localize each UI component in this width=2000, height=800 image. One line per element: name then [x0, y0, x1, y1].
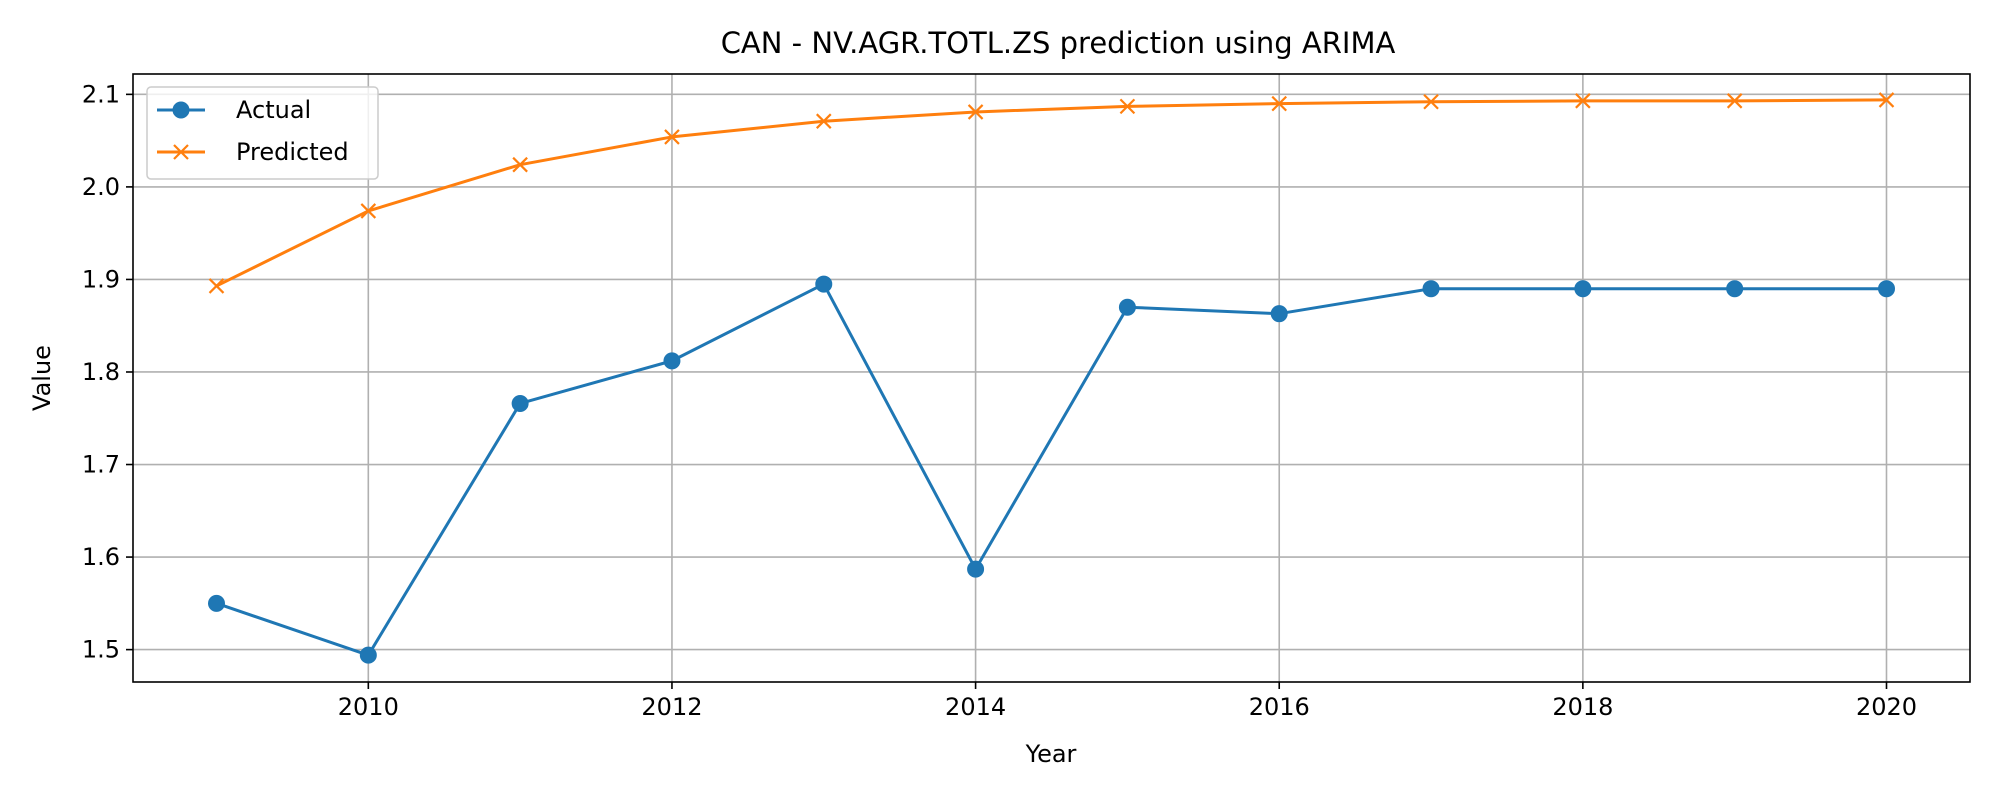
data-point-actual: [511, 394, 529, 412]
x-tick-label: 2010: [338, 693, 399, 721]
data-point-actual: [815, 275, 833, 293]
y-tick-label: 1.8: [82, 358, 120, 386]
legend: Actual Predicted: [146, 86, 379, 180]
data-point-actual: [663, 352, 681, 370]
y-axis: 1.5 1.6 1.7 1.8 1.9 2.0 2.1: [82, 80, 133, 664]
series-actual: [208, 275, 1895, 664]
legend-marker-actual: [172, 101, 190, 119]
plot-area: [208, 92, 1895, 664]
data-point-actual: [1118, 298, 1136, 316]
data-point-actual: [1726, 280, 1744, 298]
plot-frame: [132, 73, 1971, 683]
data-point-predicted: [512, 156, 528, 173]
x-tick-label: 2020: [1856, 693, 1917, 721]
data-point-actual: [1270, 305, 1288, 323]
data-point-predicted: [1271, 95, 1288, 112]
legend-label-actual: Actual: [236, 96, 311, 124]
data-point-predicted: [1726, 93, 1743, 109]
data-point-actual: [359, 646, 377, 664]
y-tick-label: 1.5: [82, 636, 120, 664]
legend-marker-predicted: [173, 144, 189, 160]
data-point-predicted: [815, 113, 832, 129]
data-point-predicted: [967, 104, 984, 120]
y-tick-label: 2.1: [82, 80, 120, 108]
data-point-actual: [208, 594, 225, 612]
y-tick-label: 1.6: [82, 543, 120, 571]
data-point-predicted: [360, 203, 377, 219]
data-point-predicted: [1878, 92, 1895, 108]
data-point-actual: [967, 560, 985, 578]
series-line-actual: [216, 282, 1887, 657]
x-tick-label: 2012: [641, 693, 702, 721]
y-tick-label: 1.9: [82, 265, 120, 293]
y-tick-label: 2.0: [82, 173, 120, 201]
data-point-predicted: [664, 129, 680, 145]
x-tick-label: 2014: [945, 693, 1006, 721]
grid-lines: [133, 74, 1970, 682]
x-axis-label: Year: [1025, 740, 1077, 768]
data-point-actual: [1878, 280, 1895, 298]
data-point-actual: [1422, 280, 1440, 298]
x-tick-label: 2016: [1249, 693, 1310, 721]
chart-title: CAN - NV.AGR.TOTL.ZS prediction using AR…: [721, 26, 1396, 60]
data-point-predicted: [1119, 98, 1136, 115]
series-line-predicted: [215, 98, 1887, 288]
data-point-predicted: [1423, 93, 1439, 110]
data-point-actual: [1574, 280, 1592, 298]
legend-label-predicted: Predicted: [236, 138, 349, 166]
x-tick-label: 2018: [1552, 693, 1613, 721]
data-point-predicted: [208, 278, 225, 294]
x-axis: 2010 2012 2014 2016 2018 2020: [338, 682, 1917, 721]
series-predicted: [208, 92, 1895, 294]
data-point-predicted: [1575, 93, 1591, 109]
y-tick-label: 1.7: [82, 451, 120, 479]
y-axis-label: Value: [28, 345, 56, 411]
